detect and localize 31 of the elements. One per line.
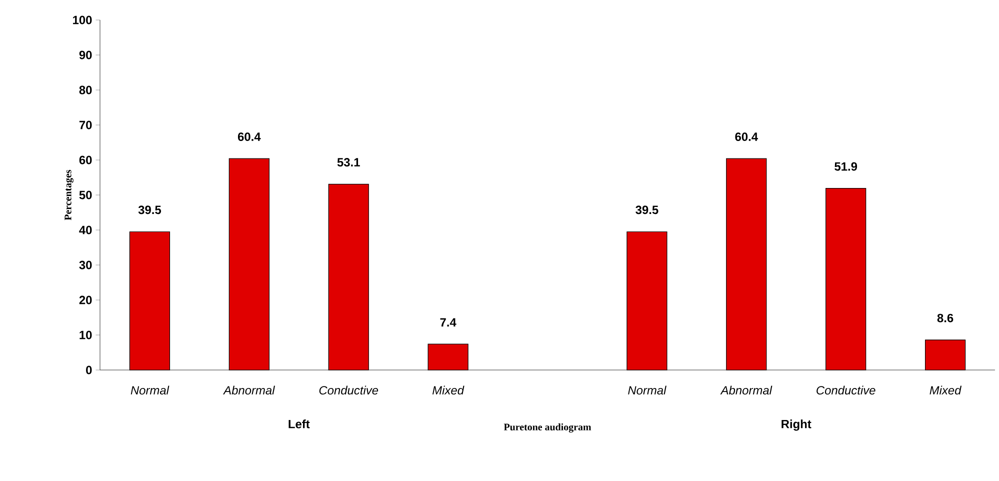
y-tick-label: 90 [79, 50, 92, 60]
x-tick-label: Conductive [319, 386, 378, 395]
y-axis-title: Percentages [64, 170, 74, 220]
x-tick-label: Mixed [930, 386, 962, 395]
data-label: 39.5 [636, 206, 658, 214]
data-label: 7.4 [440, 318, 456, 326]
data-label: 60.4 [238, 132, 261, 141]
x-tick-label: Normal [628, 386, 666, 395]
y-tick-label: 60 [79, 156, 92, 164]
text: Left [288, 420, 310, 428]
y-tick-label: 100 [73, 16, 92, 24]
x-tick-label: Normal [130, 386, 170, 395]
y-tick-label: 10 [80, 330, 92, 340]
y-tick-label: 50 [79, 190, 92, 200]
y-tick-label: 30 [79, 260, 92, 270]
x-tick-label: Mixed [432, 386, 464, 395]
text: Right [782, 420, 812, 431]
x-axis-title: Puretone audiogram [504, 423, 592, 433]
data-label: 8.6 [937, 314, 954, 322]
x-tick-label: Conductive [816, 386, 876, 395]
y-tick-label: 80 [79, 86, 92, 94]
data-label: 39.5 [138, 206, 162, 214]
x-tick-label: Abnormal [720, 386, 772, 395]
data-label: 51.9 [834, 162, 858, 171]
y-tick-label: 20 [79, 296, 92, 304]
y-tick-label: 40 [79, 226, 92, 234]
data-label: 60.4 [735, 132, 758, 141]
y-tick-label: 70 [79, 120, 92, 130]
y-tick-label: 0 [86, 366, 92, 374]
x-tick-label: Abnormal [222, 386, 276, 395]
data-label: 53.1 [337, 158, 360, 167]
